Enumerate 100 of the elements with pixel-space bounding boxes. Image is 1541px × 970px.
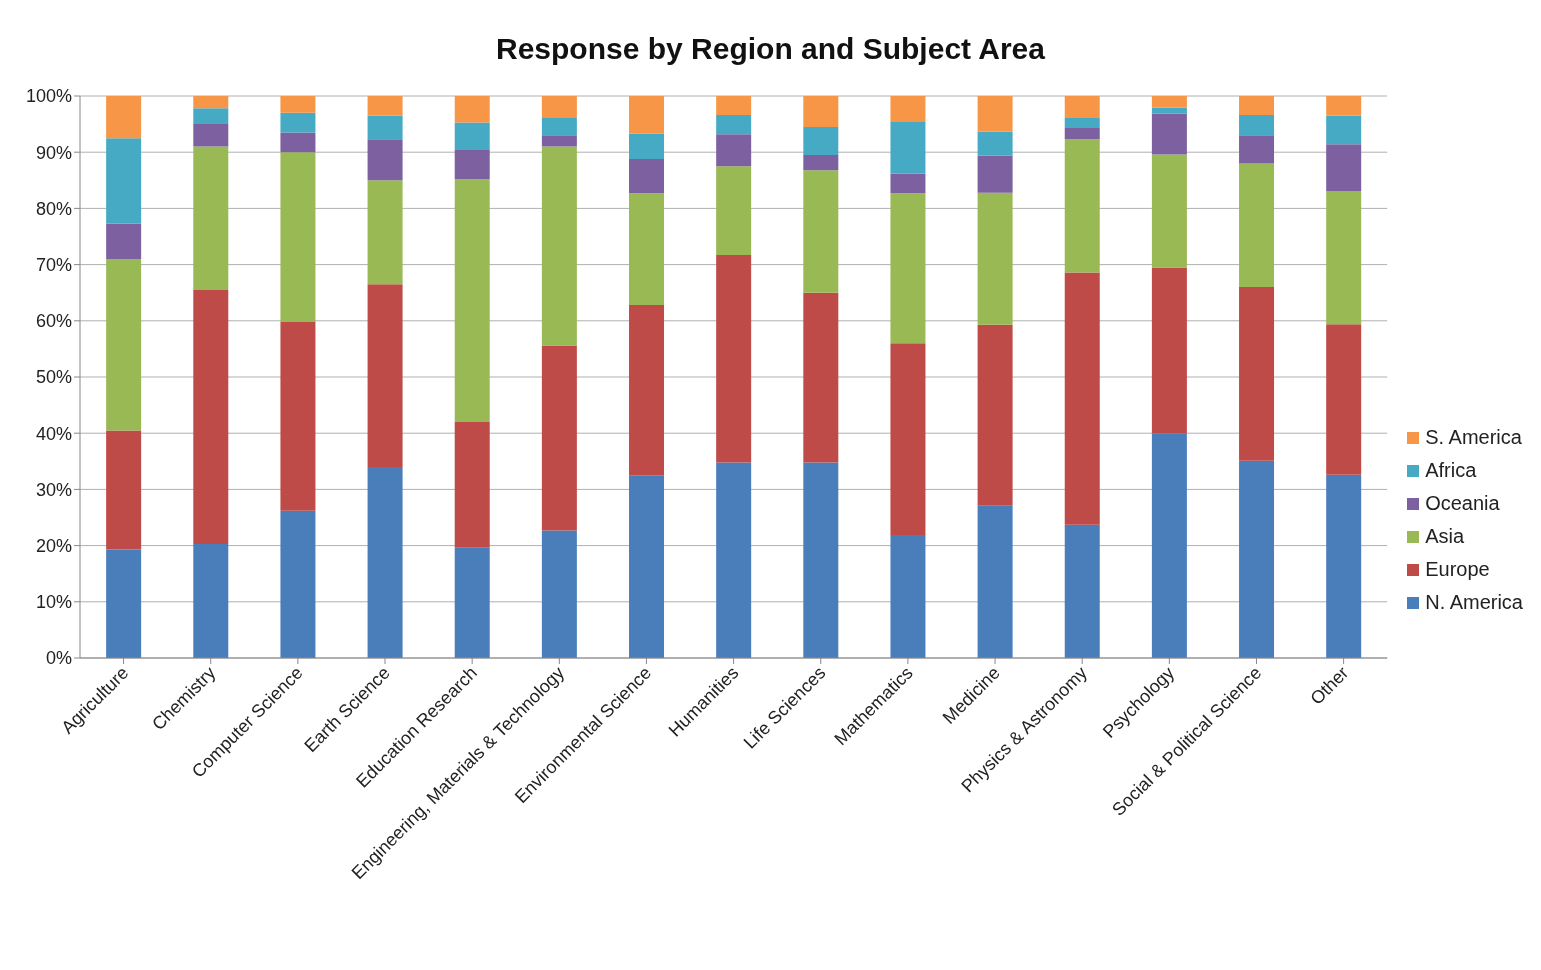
bar xyxy=(803,462,839,658)
bar xyxy=(1151,96,1187,108)
bar xyxy=(454,547,490,658)
y-tick-label: 90% xyxy=(35,142,72,163)
legend-label: Africa xyxy=(1425,459,1477,482)
bar xyxy=(803,155,839,171)
bar xyxy=(454,421,490,548)
bar xyxy=(1326,474,1362,658)
bar xyxy=(1326,144,1362,191)
bar xyxy=(454,96,490,123)
legend-label: Asia xyxy=(1425,525,1465,548)
bar xyxy=(280,510,316,658)
bar xyxy=(367,466,403,658)
bar xyxy=(1064,272,1100,525)
bar xyxy=(890,96,926,122)
bar xyxy=(716,134,752,167)
bar xyxy=(1064,117,1100,129)
bar xyxy=(1151,154,1187,268)
bar xyxy=(367,96,403,116)
bar xyxy=(367,180,403,285)
bar xyxy=(629,305,665,476)
bar xyxy=(454,149,490,180)
bar xyxy=(1326,190,1362,325)
legend-label: Oceania xyxy=(1425,492,1500,515)
bar xyxy=(977,96,1013,132)
bar xyxy=(106,258,142,431)
bar xyxy=(1151,267,1187,434)
bar xyxy=(106,96,142,139)
bar xyxy=(1239,115,1275,136)
y-tick-label: 40% xyxy=(35,423,72,444)
bar xyxy=(1064,139,1100,273)
legend-label: S. America xyxy=(1425,426,1522,449)
legend-label: N. America xyxy=(1425,591,1523,614)
bar xyxy=(1151,433,1187,658)
bar xyxy=(977,192,1013,325)
bar xyxy=(541,96,577,118)
bar xyxy=(803,126,839,156)
bar xyxy=(1239,135,1275,164)
bar xyxy=(977,324,1013,506)
bar xyxy=(1151,113,1187,155)
bar xyxy=(1239,287,1275,461)
bar xyxy=(280,152,316,322)
bar xyxy=(629,475,665,658)
bar xyxy=(193,289,229,544)
y-tick-label: 10% xyxy=(35,592,72,613)
bar xyxy=(629,158,665,194)
y-tick-label: 100% xyxy=(25,86,72,107)
bar xyxy=(1064,524,1100,658)
bar xyxy=(280,132,316,153)
bar xyxy=(1064,96,1100,118)
bar xyxy=(890,343,926,535)
bar xyxy=(629,193,665,306)
bar xyxy=(803,292,839,463)
bar xyxy=(280,96,316,113)
bar xyxy=(1239,96,1275,116)
bar xyxy=(280,321,316,511)
bar xyxy=(1064,128,1100,140)
bar xyxy=(541,530,577,658)
bar xyxy=(367,139,403,181)
bar xyxy=(280,112,316,133)
bar xyxy=(890,121,926,174)
bar xyxy=(193,543,229,658)
y-tick-label: 20% xyxy=(35,535,72,556)
bar xyxy=(541,146,577,346)
bar xyxy=(716,166,752,256)
bar xyxy=(367,115,403,140)
bar xyxy=(454,179,490,422)
bar xyxy=(106,549,142,658)
y-tick-label: 60% xyxy=(35,311,72,332)
bar xyxy=(541,135,577,147)
bar xyxy=(106,138,142,224)
bar xyxy=(716,255,752,463)
bar xyxy=(890,173,926,194)
bar xyxy=(193,124,229,147)
bar xyxy=(629,96,665,134)
bar xyxy=(106,430,142,550)
chart-title: Response by Region and Subject Area xyxy=(495,31,1046,67)
bar xyxy=(541,117,577,136)
bar xyxy=(454,122,490,150)
bar xyxy=(1326,96,1362,116)
bar xyxy=(803,96,839,127)
bar xyxy=(1239,163,1275,288)
legend-label: Europe xyxy=(1425,558,1490,581)
bar xyxy=(803,170,839,293)
bar xyxy=(1326,324,1362,475)
y-tick-label: 30% xyxy=(35,479,72,500)
bar xyxy=(193,96,229,109)
bar xyxy=(890,193,926,344)
bar xyxy=(106,223,142,259)
bar xyxy=(541,345,577,531)
bar xyxy=(367,284,403,467)
bar xyxy=(1326,115,1362,145)
bar xyxy=(977,131,1013,156)
y-tick-label: 0% xyxy=(45,648,72,669)
bar xyxy=(629,133,665,159)
y-tick-label: 80% xyxy=(35,198,72,219)
y-tick-label: 70% xyxy=(35,254,72,275)
bar xyxy=(193,146,229,290)
bar xyxy=(1239,460,1275,658)
bar xyxy=(716,96,752,116)
